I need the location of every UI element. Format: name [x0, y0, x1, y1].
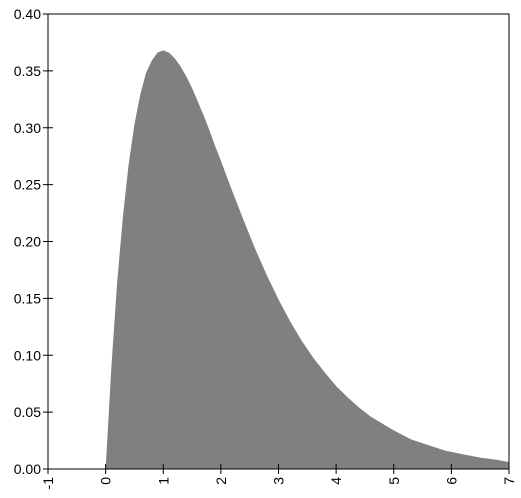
density-area	[105, 50, 509, 470]
y-tick-label: 0.30	[14, 120, 41, 136]
x-tick-label: 2	[213, 477, 229, 485]
y-tick-label: 0.00	[14, 461, 41, 477]
x-tick-label: 7	[501, 477, 517, 485]
y-tick-label: 0.40	[14, 6, 41, 22]
x-tick-label: 1	[155, 477, 171, 485]
x-tick-label: 6	[443, 477, 459, 485]
area-layer	[105, 50, 509, 470]
x-tick-label: 3	[271, 477, 287, 485]
y-tick-label: 0.25	[14, 177, 41, 193]
y-tick-label: 0.10	[14, 347, 41, 363]
y-tick-label: 0.15	[14, 290, 41, 306]
x-tick-label: 0	[98, 477, 114, 485]
y-tick-label: 0.05	[14, 404, 41, 420]
x-tick-label: -1	[40, 477, 56, 490]
y-tick-label: 0.20	[14, 234, 41, 250]
x-tick-label: 4	[328, 477, 344, 485]
x-tick-label: 5	[386, 477, 402, 485]
y-tick-label: 0.35	[14, 63, 41, 79]
ticks-layer: 0.00 0.05 0.10 0.15 0.20 0.25 0.30 0.35 0.40 -1 0 1…	[14, 6, 517, 489]
